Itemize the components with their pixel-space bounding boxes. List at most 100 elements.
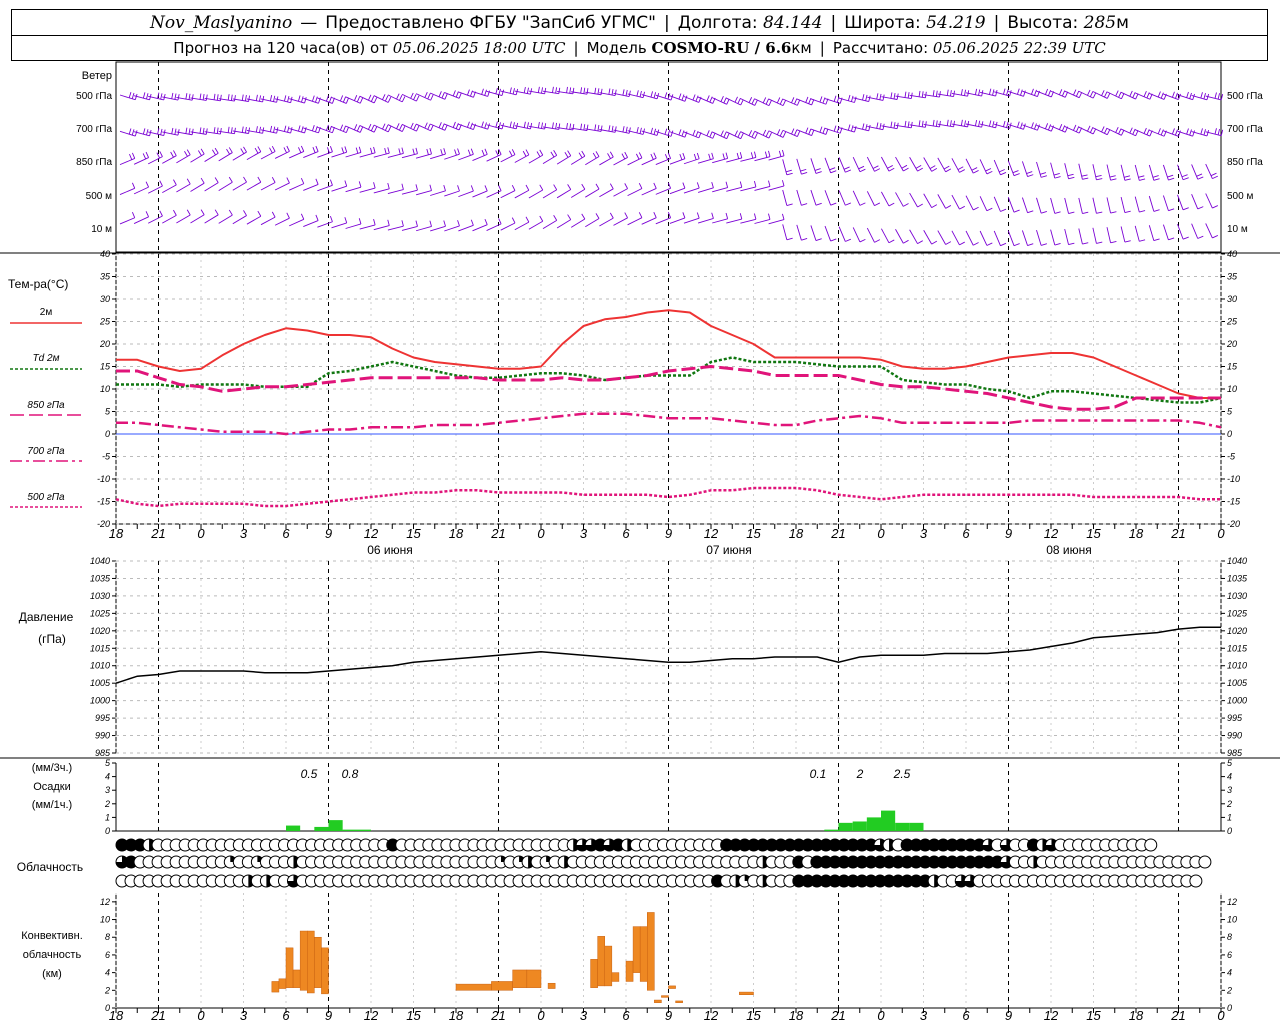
latitude-label: Широта: — [844, 12, 921, 33]
wind-barb-staff — [782, 98, 798, 106]
wind-barb-feather — [872, 165, 879, 169]
wind-barb-staff — [923, 157, 933, 172]
wind-barb-feather — [213, 127, 216, 134]
wind-barb-feather — [667, 129, 671, 136]
wind-barb-staff — [486, 124, 503, 130]
wind-barb-feather — [1214, 92, 1217, 99]
wind-barb-feather — [786, 203, 793, 206]
wind-barb — [218, 126, 236, 135]
cloud-fill — [792, 875, 805, 887]
wind-barb — [232, 94, 251, 102]
wind-barb — [1106, 126, 1125, 136]
time-tick-label: 18 — [789, 526, 804, 541]
wind-barb-feather — [1096, 211, 1103, 214]
wind-barb-feather — [329, 215, 333, 222]
wind-barb-feather — [796, 99, 801, 106]
wind-barb-feather — [779, 130, 784, 137]
wind-barb — [838, 94, 857, 103]
wind-barb-feather — [639, 127, 642, 134]
wind-barb-staff — [260, 151, 276, 160]
wind-barb-feather — [1200, 128, 1203, 135]
wind-barb-staff — [542, 155, 557, 165]
wind-barb-feather — [592, 152, 597, 159]
wind-barb-feather — [358, 181, 362, 188]
wind-barb-feather — [216, 127, 219, 134]
wind-barb-staff — [754, 98, 770, 107]
conv-tick-label: 0 — [105, 1003, 110, 1013]
cloud-cover-symbol — [241, 874, 255, 888]
wind-barb — [627, 152, 643, 166]
cloud-fill — [720, 839, 733, 851]
wind-barb — [768, 129, 787, 138]
temp-tick-label: -20 — [97, 519, 110, 529]
temp-tick-label: 25 — [99, 317, 111, 327]
wind-barb — [712, 181, 729, 193]
wind-barb — [796, 127, 815, 137]
wind-barb-feather — [412, 148, 415, 155]
wind-barb — [331, 180, 348, 192]
wind-barb-feather — [670, 94, 674, 101]
wind-barb-staff — [387, 225, 404, 231]
wind-barb-feather — [329, 146, 333, 152]
wind-barb-feather — [255, 126, 258, 133]
bar — [675, 1000, 683, 1003]
wind-barb — [359, 182, 376, 193]
wind-barb — [1008, 88, 1026, 97]
wind-barb-staff — [232, 130, 249, 134]
wind-barb-feather — [287, 96, 290, 103]
wind-barb-feather — [484, 218, 488, 225]
wind-barb-feather — [1121, 129, 1125, 136]
wind-barb — [1120, 90, 1139, 100]
wind-barb-feather — [1139, 178, 1146, 181]
precip-unit-1h: (мм/1ч.) — [32, 799, 72, 811]
wind-barb-feather — [985, 168, 992, 172]
wind-barb — [838, 157, 852, 173]
wind-barb-staff — [331, 185, 347, 192]
wind-barb-staff — [162, 155, 177, 164]
wind-barb-feather — [202, 127, 205, 134]
cloud-cover-symbol — [918, 874, 932, 888]
wind-barb-staff — [218, 98, 235, 102]
wind-barb — [289, 95, 307, 104]
wind-barb-staff — [1064, 90, 1080, 99]
wind-barb-feather — [384, 148, 387, 155]
wind-barb — [993, 196, 1007, 212]
wind-barb-staff — [726, 97, 741, 106]
wind-barb-feather — [664, 153, 669, 160]
bar — [321, 947, 329, 995]
wind-barb-staff — [1177, 94, 1193, 101]
wind-barb-feather — [1167, 174, 1174, 178]
wind-barb-feather — [904, 120, 907, 127]
wind-barb-feather — [1027, 210, 1034, 214]
wind-barb-staff — [1021, 197, 1028, 213]
wind-barb — [162, 150, 177, 164]
wind-barb — [881, 156, 895, 172]
wind-barb-feather — [387, 126, 392, 133]
conv-tick-label: 10 — [100, 915, 110, 925]
wind-barb-staff — [345, 223, 362, 229]
wind-barb — [190, 93, 208, 101]
wind-barb-feather — [259, 126, 262, 133]
wind-barb-feather — [312, 147, 316, 153]
cloud-cover-symbol — [828, 874, 842, 888]
wind-barb-staff — [599, 156, 614, 166]
wind-barb — [867, 122, 885, 131]
wind-barb — [119, 182, 136, 195]
cloud-fill — [865, 875, 878, 887]
wind-barb-feather — [355, 147, 359, 154]
wind-barb-feather — [276, 127, 279, 134]
cloud-fill — [585, 839, 598, 852]
cloud-cover-symbol — [819, 855, 833, 869]
wind-barb-feather — [1045, 88, 1049, 95]
wind-barb-feather — [1073, 89, 1077, 96]
wind-barb-feather — [174, 128, 177, 135]
wind-barb-staff — [881, 191, 890, 207]
wind-barb-feather — [754, 132, 758, 139]
wind-barb-feather — [621, 153, 626, 160]
wind-barb — [1191, 128, 1210, 137]
wind-barb-feather — [696, 182, 700, 189]
cloud-fill — [982, 856, 995, 868]
wind-barb-feather — [467, 89, 470, 96]
wind-barb — [176, 93, 194, 101]
wind-barb — [726, 181, 743, 192]
